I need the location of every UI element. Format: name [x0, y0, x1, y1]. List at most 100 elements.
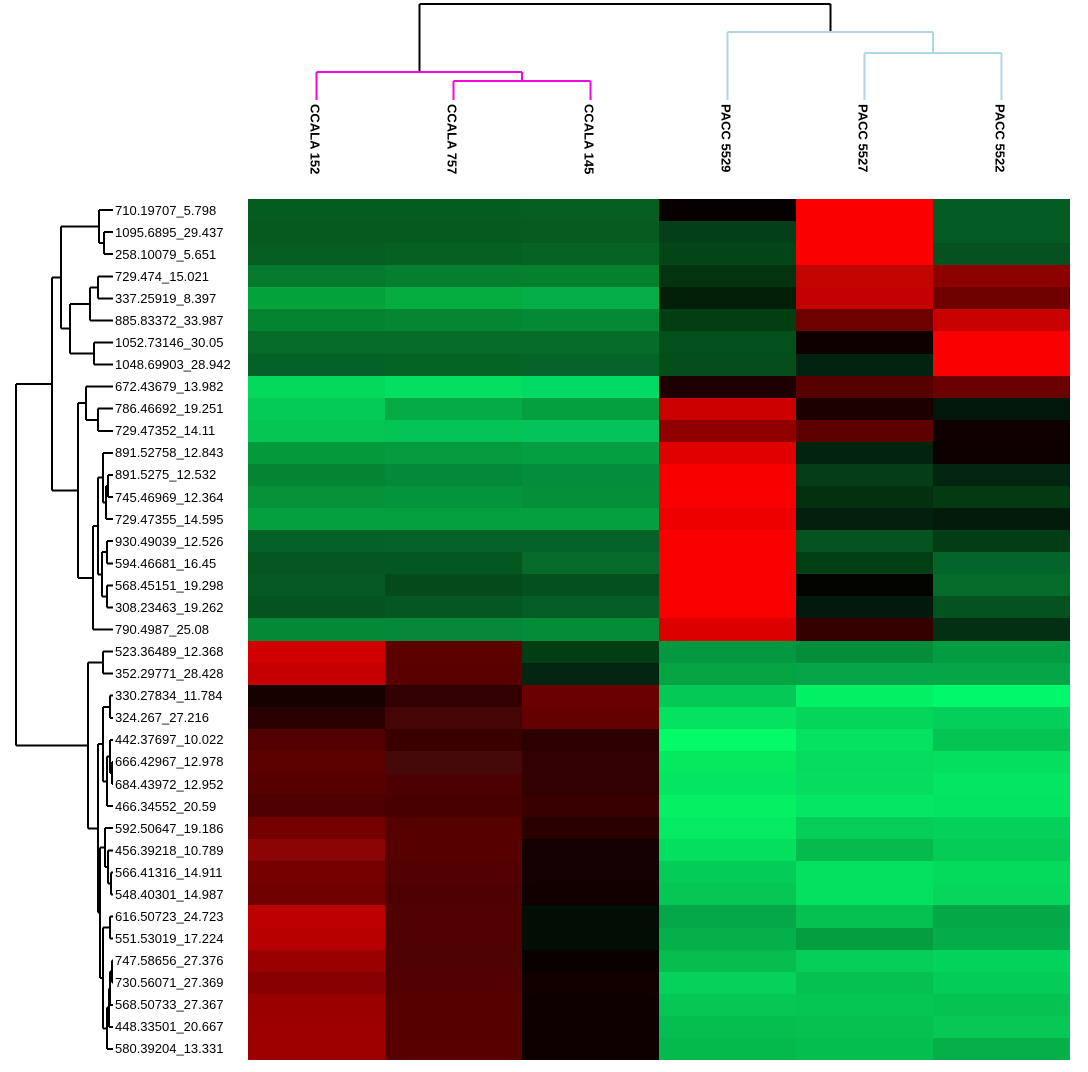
heatmap-cell [659, 750, 796, 773]
heatmap-cell [796, 265, 933, 288]
heatmap-cell [796, 243, 933, 266]
heatmap-cell [248, 905, 385, 928]
heatmap-cell [248, 243, 385, 266]
heatmap-cell [248, 486, 385, 509]
heatmap-cell [522, 728, 659, 751]
row-label: 308.23463_19.262 [115, 599, 224, 615]
heatmap-cell [248, 221, 385, 244]
column-dendrogram [315, 3, 1003, 100]
heatmap-cell [796, 221, 933, 244]
heatmap-cell [933, 375, 1070, 398]
heatmap-cell [248, 375, 385, 398]
heatmap-cell [522, 1015, 659, 1038]
heatmap-cell [933, 353, 1070, 376]
heatmap-cell [248, 618, 385, 641]
heatmap-cell [522, 927, 659, 950]
heatmap-cell [248, 993, 385, 1016]
row-label: 786.46692_19.251 [115, 401, 224, 417]
row-label: 568.50733_27.367 [115, 997, 224, 1013]
heatmap-cell [248, 530, 385, 553]
row-label: 1095.6895_29.437 [115, 224, 224, 240]
row-label: 523.36489_12.368 [115, 644, 224, 660]
heatmap-cell [248, 773, 385, 796]
heatmap-cell [385, 530, 522, 553]
row-label: 672.43679_13.982 [115, 379, 224, 395]
row-label: 330.27834_11.784 [115, 688, 223, 704]
heatmap-cell [248, 927, 385, 950]
heatmap-cell [248, 971, 385, 994]
heatmap-cell [522, 309, 659, 332]
heatmap-cell [385, 397, 522, 420]
heatmap-cell [796, 199, 933, 222]
heatmap-cell [796, 331, 933, 354]
row-label: 352.29771_28.428 [115, 666, 224, 682]
heatmap-cell [522, 883, 659, 906]
heatmap-cell [659, 508, 796, 531]
heatmap-cell [796, 927, 933, 950]
row-label: 885.83372_33.987 [115, 312, 224, 328]
row-label: 456.39218_10.789 [115, 842, 224, 858]
heatmap-cell [659, 662, 796, 685]
heatmap-cell [659, 1015, 796, 1038]
row-label: 594.46681_16.45 [115, 555, 217, 571]
heatmap-cell [933, 309, 1070, 332]
heatmap-cell [385, 640, 522, 663]
heatmap-cell [248, 684, 385, 707]
heatmap-cell [933, 243, 1070, 266]
heatmap-cell [796, 441, 933, 464]
heatmap-cell [248, 596, 385, 619]
heatmap-cell [522, 596, 659, 619]
heatmap-cell [385, 486, 522, 509]
heatmap-cell [796, 839, 933, 862]
heatmap-cell [796, 640, 933, 663]
heatmap-cell [659, 331, 796, 354]
heatmap-cell [933, 265, 1070, 288]
heatmap-cell [933, 684, 1070, 707]
heatmap-cell [522, 795, 659, 818]
heatmap-cell [659, 861, 796, 884]
row-label: 730.56071_27.369 [115, 975, 224, 991]
heatmap-cell [933, 574, 1070, 597]
heatmap-cell [796, 486, 933, 509]
heatmap-cell [659, 552, 796, 575]
heatmap-cell [796, 993, 933, 1016]
heatmap-cell [796, 463, 933, 486]
heatmap-cell [522, 773, 659, 796]
heatmap-cell [248, 706, 385, 729]
heatmap-cell [385, 993, 522, 1016]
row-label: 551.53019_17.224 [115, 931, 224, 947]
heatmap-cell [522, 397, 659, 420]
heatmap-cell [659, 905, 796, 928]
row-label: 616.50723_24.723 [115, 908, 224, 924]
column-label: PACC 5522 [992, 104, 1008, 173]
row-label: 684.43972_12.952 [115, 776, 224, 792]
heatmap-cell [933, 706, 1070, 729]
heatmap-cell [796, 795, 933, 818]
heatmap-cell [248, 508, 385, 531]
row-label: 568.45151_19.298 [115, 577, 224, 593]
heatmap-cell [933, 530, 1070, 553]
heatmap-cell [385, 817, 522, 840]
heatmap-cell [385, 596, 522, 619]
heatmap-cell [248, 287, 385, 310]
column-label: CCALA 152 [307, 104, 323, 175]
row-labels: 710.19707_5.798 1095.6895_29.437 258.10079… [115, 199, 246, 1060]
heatmap-cell [385, 199, 522, 222]
heatmap-cell [522, 419, 659, 442]
heatmap-cell [385, 905, 522, 928]
heatmap-cell [933, 927, 1070, 950]
heatmap-cell [659, 728, 796, 751]
heatmap-cell [385, 419, 522, 442]
heatmap-cell [248, 640, 385, 663]
heatmap-cell [385, 552, 522, 575]
heatmap-cell [796, 596, 933, 619]
row-label: 891.52758_12.843 [115, 445, 224, 461]
heatmap-cell [659, 795, 796, 818]
heatmap-cell [659, 839, 796, 862]
heatmap-cell [385, 221, 522, 244]
heatmap-cell [659, 463, 796, 486]
heatmap-cell [659, 353, 796, 376]
heatmap-cell [522, 684, 659, 707]
row-label: 747.58656_27.376 [115, 953, 224, 969]
